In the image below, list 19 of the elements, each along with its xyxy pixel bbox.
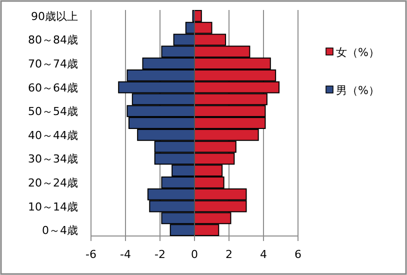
y-tick-label: 50～54歳: [28, 105, 78, 118]
x-tick-label: -4: [120, 248, 131, 261]
y-tick-label: 40～44歳: [28, 128, 78, 142]
x-tick-label: 6: [294, 248, 302, 261]
x-tick-label: -2: [154, 248, 166, 261]
y-tick-label: 60～64歳: [28, 81, 78, 94]
legend-label: 男（%）: [336, 84, 380, 97]
y-tick-label: 20～24歳: [28, 176, 78, 190]
y-tick-label: 70～74歳: [28, 58, 78, 71]
y-tick-label: 90歳以上: [31, 10, 78, 23]
legend-label: 女（%）: [336, 46, 380, 59]
x-tick-label: 4: [260, 248, 267, 261]
y-tick-label: 0～4歳: [42, 224, 78, 238]
x-tick-label: 0: [191, 248, 198, 261]
y-tick-label: 30～34歳: [28, 152, 78, 166]
x-tick-label: 2: [226, 248, 232, 261]
y-tick-label: 10～14歳: [28, 200, 78, 214]
y-tick-label: 80～84歳: [28, 34, 78, 47]
x-tick-label: -6: [86, 248, 96, 261]
